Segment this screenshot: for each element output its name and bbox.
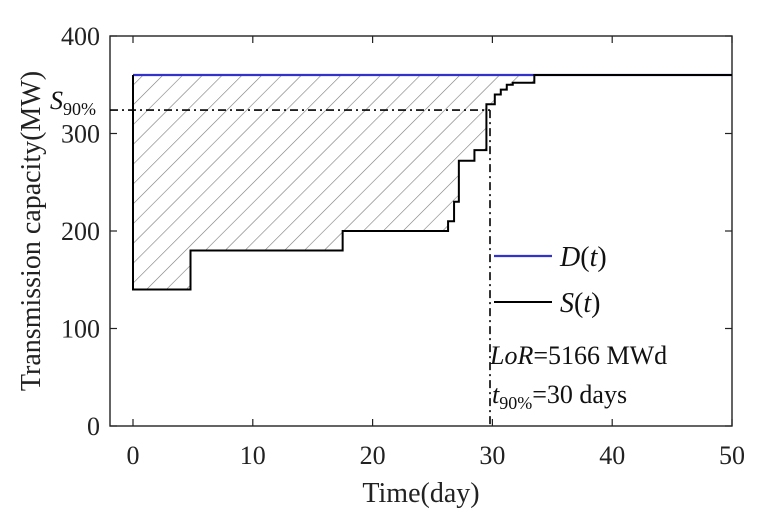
supply-series-line — [132, 74, 732, 291]
loss-of-resilience-area — [133, 75, 732, 290]
legend-supply-label-part: S — [560, 288, 574, 319]
lor-annotation: LoR=5166 MWd — [489, 341, 667, 370]
t90-annotation-rest: =30 days — [532, 380, 627, 409]
legend-supply-label: S(t) — [560, 288, 600, 319]
x-tick-label: 50 — [719, 441, 745, 470]
t90-annotation: t90%=30 days — [492, 380, 627, 413]
legend-demand-label-part: ) — [597, 242, 606, 273]
legend-supply-label-part: ) — [591, 288, 600, 319]
legend-demand-label-part: ( — [580, 242, 589, 273]
legend-demand-label: D(t) — [559, 242, 607, 273]
lor-annotation-italic: LoR — [489, 341, 533, 370]
x-axis-title: Time(day) — [362, 478, 479, 509]
y-tick-label: 200 — [61, 217, 100, 246]
y-tick-label: 300 — [61, 120, 100, 149]
x-tick-label: 30 — [479, 441, 505, 470]
t90-annotation-main: t — [492, 380, 500, 409]
x-tick-label: 0 — [127, 441, 140, 470]
x-tick-label: 10 — [240, 441, 266, 470]
axis-ticks: 0 10 20 30 40 50 0 100 200 300 400 — [61, 22, 745, 470]
s90-label: S90% — [50, 86, 96, 119]
legend-demand-label-part: t — [590, 242, 599, 273]
legend-demand-label-part: D — [559, 242, 580, 273]
s90-label-sub: 90% — [63, 99, 96, 119]
y-axis-title: Transmission capacity(MW) — [16, 71, 47, 391]
t90-annotation-sub: 90% — [499, 393, 532, 413]
legend-supply-label-part: t — [583, 288, 592, 319]
x-tick-label: 40 — [599, 441, 625, 470]
y-tick-label: 100 — [61, 315, 100, 344]
y-tick-label: 0 — [87, 412, 100, 441]
legend-supply-label-part: ( — [574, 288, 583, 319]
x-tick-label: 20 — [360, 441, 386, 470]
lor-annotation-rest: =5166 MWd — [533, 341, 667, 370]
s90-label-main: S — [50, 86, 63, 115]
y-tick-label: 400 — [61, 22, 100, 51]
